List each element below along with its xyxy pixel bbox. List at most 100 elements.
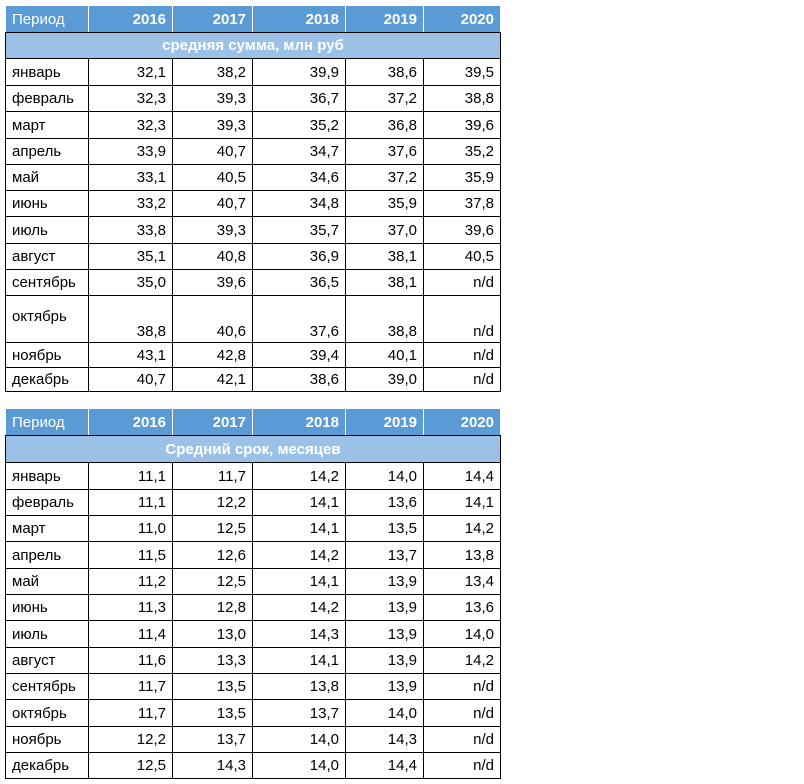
value-cell: 32,1 [88, 58, 173, 86]
value-cell: 12,6 [172, 541, 253, 569]
period-cell: февраль [5, 489, 89, 516]
value-cell: 38,8 [88, 295, 173, 343]
data-row: июль 33,8 39,3 35,7 37,0 39,6 [5, 216, 501, 244]
data-row: декабрь 12,5 14,3 14,0 14,4 n/d [5, 752, 501, 779]
value-cell: n/d [423, 673, 501, 700]
value-cell: 35,9 [345, 190, 424, 217]
data-row: январь 32,1 38,2 39,9 38,6 39,5 [5, 58, 501, 86]
header-row: Период 2016 2017 2018 2019 2020 [5, 5, 501, 33]
value-cell: 14,2 [252, 462, 346, 490]
value-cell: 13,9 [345, 647, 424, 674]
value-cell: n/d [423, 342, 501, 368]
value-cell: 14,0 [345, 699, 424, 727]
value-cell: 13,8 [252, 673, 346, 700]
value-cell: 11,3 [88, 594, 173, 621]
value-cell: n/d [423, 726, 501, 753]
value-cell: 38,6 [345, 58, 424, 86]
data-table: Период 2016 2017 2018 2019 2020 Средний срок, … [5, 408, 501, 779]
value-cell: 39,4 [252, 342, 346, 368]
period-cell: сентябрь [5, 269, 89, 296]
period-cell: май [5, 164, 89, 191]
value-cell: 14,1 [252, 647, 346, 674]
value-cell: 11,1 [88, 462, 173, 490]
value-cell: 14,0 [252, 752, 346, 779]
value-cell: 32,3 [88, 85, 173, 112]
value-cell: 13,9 [345, 620, 424, 648]
value-cell: 13,5 [172, 699, 253, 727]
data-row: июнь 33,2 40,7 34,8 35,9 37,8 [5, 190, 501, 217]
data-row: февраль 32,3 39,3 36,7 37,2 38,8 [5, 85, 501, 112]
value-cell: 13,6 [423, 594, 501, 621]
value-cell: 14,3 [252, 620, 346, 648]
value-cell: 35,0 [88, 269, 173, 296]
value-cell: 12,5 [172, 515, 253, 542]
value-cell: 11,5 [88, 541, 173, 569]
period-cell: апрель [5, 138, 89, 165]
data-row: апрель 11,5 12,6 14,2 13,7 13,8 [5, 541, 501, 569]
header-cell: 2019 [345, 5, 424, 33]
value-cell: 11,4 [88, 620, 173, 648]
value-cell: 39,3 [172, 216, 253, 244]
value-cell: 37,2 [345, 164, 424, 191]
header-cell: Период [5, 5, 89, 33]
value-cell: 13,4 [423, 568, 501, 595]
value-cell: 37,6 [252, 295, 346, 343]
period-cell: июнь [5, 190, 89, 217]
value-cell: 40,7 [172, 138, 253, 165]
value-cell: 14,1 [423, 489, 501, 516]
data-table: Период 2016 2017 2018 2019 2020 средняя сумма,… [5, 5, 501, 392]
period-cell: июнь [5, 594, 89, 621]
header-cell: 2020 [423, 408, 501, 436]
value-cell: 35,2 [423, 138, 501, 165]
data-row: сентябрь 35,0 39,6 36,5 38,1 n/d [5, 269, 501, 296]
data-row: январь 11,1 11,7 14,2 14,0 14,4 [5, 462, 501, 490]
value-cell: 38,6 [252, 367, 346, 392]
value-cell: n/d [423, 699, 501, 727]
data-row: декабрь 40,7 42,1 38,6 39,0 n/d [5, 367, 501, 392]
value-cell: 33,1 [88, 164, 173, 191]
value-cell: 32,3 [88, 111, 173, 139]
value-cell: n/d [423, 752, 501, 779]
data-row: апрель 33,9 40,7 34,7 37,6 35,2 [5, 138, 501, 165]
value-cell: 14,3 [345, 726, 424, 753]
period-cell: январь [5, 58, 89, 86]
value-cell: 33,9 [88, 138, 173, 165]
header-cell: 2018 [252, 5, 346, 33]
data-row: октябрь 38,8 40,6 37,6 38,8 n/d [5, 295, 501, 343]
period-cell: декабрь [5, 367, 89, 392]
value-cell: 14,2 [423, 515, 501, 542]
value-cell: 13,0 [172, 620, 253, 648]
value-cell: 13,7 [172, 726, 253, 753]
period-cell: ноябрь [5, 726, 89, 753]
value-cell: 13,9 [345, 673, 424, 700]
data-row: сентябрь 11,7 13,5 13,8 13,9 n/d [5, 673, 501, 700]
subtitle-cell: средняя сумма, млн руб [5, 32, 501, 59]
value-cell: 39,3 [172, 111, 253, 139]
value-cell: 13,5 [172, 673, 253, 700]
value-cell: 40,5 [423, 243, 501, 270]
value-cell: 36,9 [252, 243, 346, 270]
value-cell: 13,7 [345, 541, 424, 569]
value-cell: 14,1 [252, 515, 346, 542]
value-cell: n/d [423, 295, 501, 343]
period-cell: март [5, 111, 89, 139]
period-cell: ноябрь [5, 342, 89, 368]
header-cell: 2016 [88, 5, 173, 33]
value-cell: 14,2 [423, 647, 501, 674]
value-cell: 42,1 [172, 367, 253, 392]
value-cell: 38,1 [345, 243, 424, 270]
value-cell: 14,0 [345, 462, 424, 490]
value-cell: n/d [423, 269, 501, 296]
value-cell: 14,4 [345, 752, 424, 779]
data-row: май 33,1 40,5 34,6 37,2 35,9 [5, 164, 501, 191]
value-cell: 35,7 [252, 216, 346, 244]
header-cell: 2016 [88, 408, 173, 436]
value-cell: 37,0 [345, 216, 424, 244]
value-cell: 35,1 [88, 243, 173, 270]
value-cell: 38,8 [423, 85, 501, 112]
value-cell: 14,0 [423, 620, 501, 648]
value-cell: 14,1 [252, 489, 346, 516]
value-cell: 11,6 [88, 647, 173, 674]
header-cell: 2017 [172, 408, 253, 436]
